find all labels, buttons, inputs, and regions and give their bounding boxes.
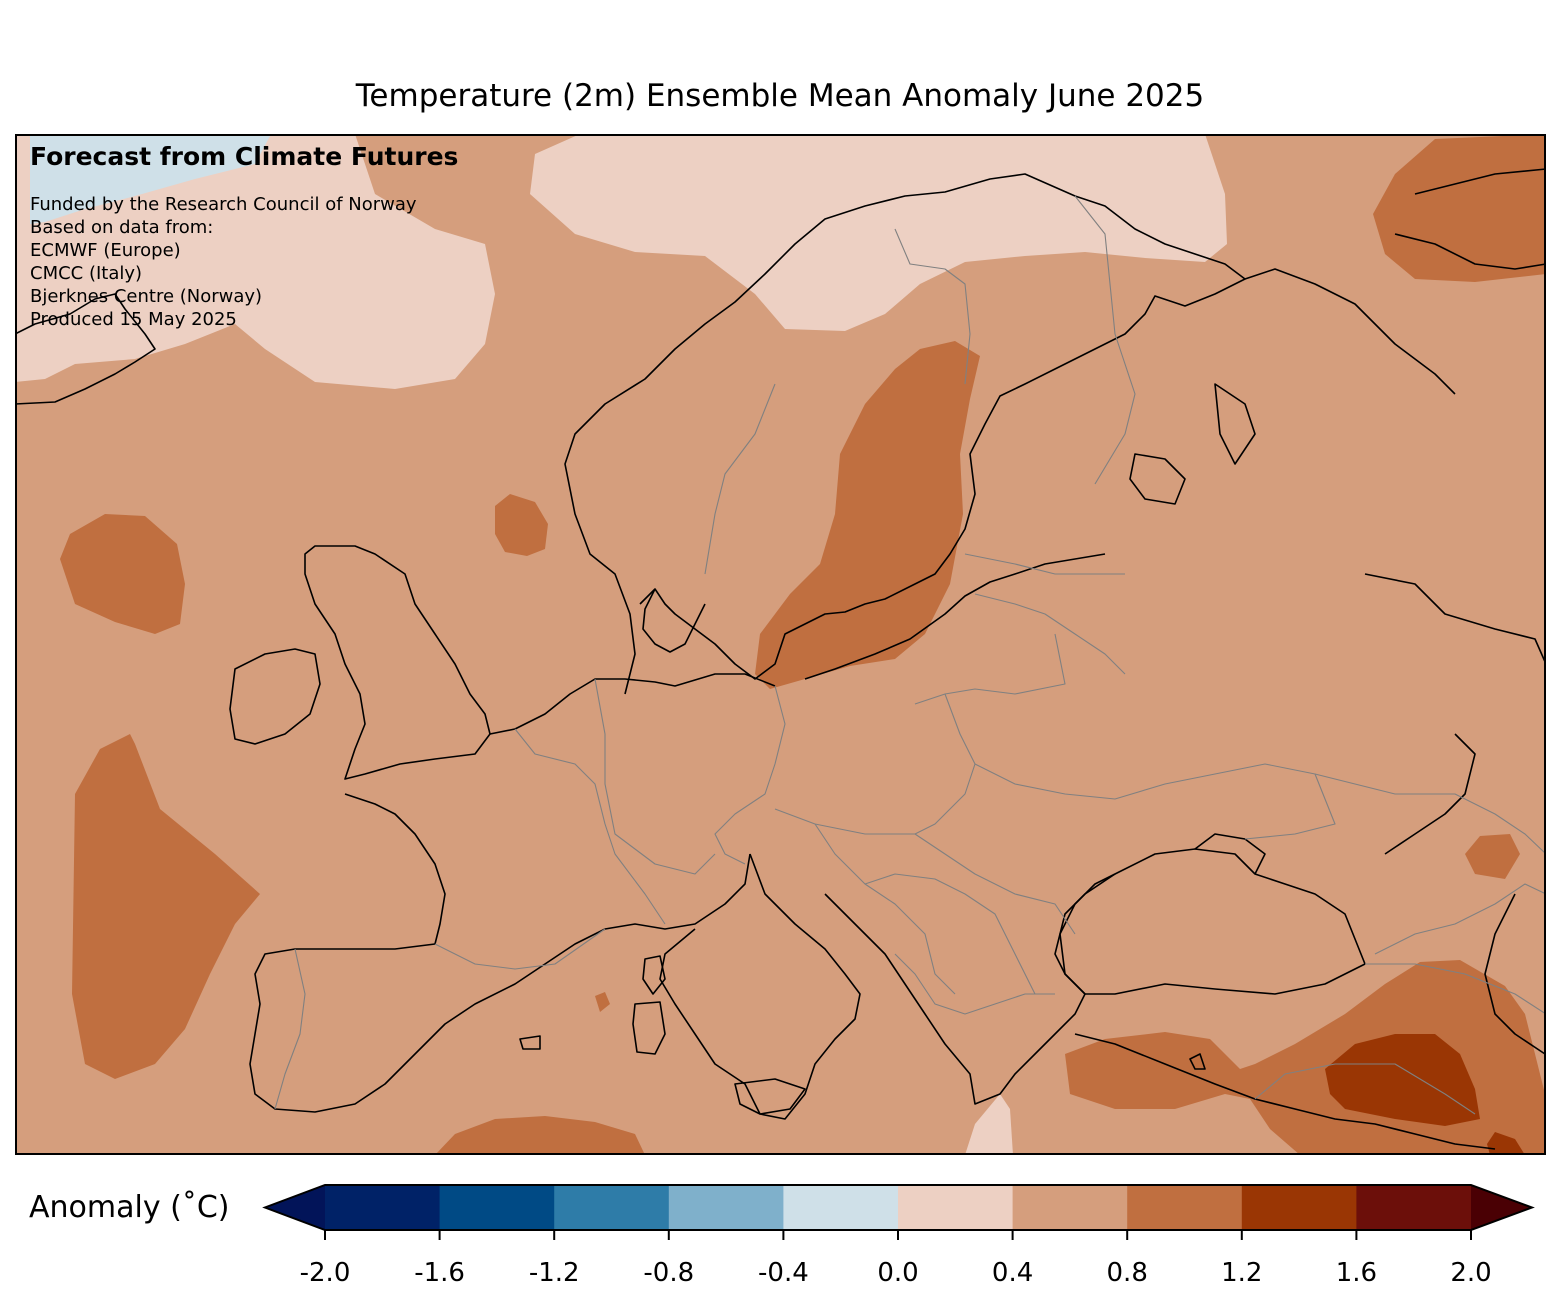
coast-iceland — [15, 293, 156, 405]
colorbar-tick-label: -2.0 — [300, 1258, 351, 1288]
colorbar-tick-labels: -2.0 -1.6 -1.2 -0.8 -0.4 0.0 0.4 0.8 1.2 1.6 2.0 — [300, 1258, 1492, 1288]
credit-lines: Funded by the Research Council of Norway… — [30, 193, 458, 331]
coast-sicily — [734, 1078, 806, 1115]
coast-italy — [659, 853, 861, 1120]
anomaly-warm-scandinavia — [755, 341, 980, 689]
colorbar-tick-label: 1.2 — [1221, 1258, 1262, 1288]
credit-heading: Forecast from Climate Futures — [30, 142, 459, 171]
colorbar-tick-label: 1.6 — [1336, 1258, 1377, 1288]
colorbar-outline — [262, 1184, 1535, 1231]
colorbar-tick-label: 0.4 — [992, 1258, 1033, 1288]
credit-line: CMCC (Italy) — [30, 263, 143, 284]
coast-ireland — [229, 648, 321, 745]
colorbar-tick-label: -1.6 — [414, 1258, 465, 1288]
anomaly-warm-atlantic-west — [72, 734, 260, 1079]
colorbar-tick-label: -1.2 — [529, 1258, 580, 1288]
colorbar-tick-label: 0.0 — [877, 1258, 918, 1288]
credit-line: Produced 15 May 2025 — [30, 309, 237, 330]
coast-britain — [304, 545, 491, 780]
coast-rivers-east — [1364, 573, 1546, 855]
colorbar-segment — [668, 1185, 784, 1230]
colorbar-tick-label: -0.8 — [643, 1258, 694, 1288]
anomaly-hot-southeast-corner — [1487, 1132, 1525, 1155]
colorbar-tick-label: 2.0 — [1450, 1258, 1491, 1288]
coast-novaya — [1414, 168, 1546, 195]
map-title: Temperature (2m) Ensemble Mean Anomaly J… — [355, 78, 1205, 114]
credit-block: Forecast from Climate Futures Funded by … — [30, 142, 458, 331]
colorbar-segment — [439, 1185, 555, 1230]
colorbar-extend-high — [1471, 1185, 1532, 1230]
credit-line: Bjerknes Centre (Norway) — [30, 286, 263, 307]
coast-lake-ladoga — [1129, 453, 1186, 505]
coastlines — [15, 168, 1546, 1150]
coast-scandinavia — [564, 173, 1246, 695]
anomaly-warm-mediterranean — [595, 992, 610, 1012]
coast-baltic-east — [804, 553, 1106, 680]
anomaly-warm-northeast — [1373, 134, 1546, 282]
colorbar-segment — [783, 1185, 899, 1230]
coast-europe-west — [249, 673, 776, 1113]
anomaly-map — [15, 134, 1546, 1155]
coast-russia-north — [1244, 233, 1546, 395]
credit-line: Based on data from: — [30, 217, 214, 238]
colorbar-tick-label: -0.4 — [758, 1258, 809, 1288]
colorbar-segments — [265, 1185, 1532, 1230]
colorbar-segment — [1127, 1185, 1243, 1230]
anomaly-hot-turkey-east — [1325, 1034, 1480, 1126]
coast-lake-onega — [1214, 383, 1256, 465]
colorbar-extend-low — [265, 1185, 325, 1230]
coast-black-sea — [1059, 848, 1366, 995]
coast-turkey-south — [1074, 1033, 1496, 1150]
colorbar-segment — [1356, 1185, 1472, 1230]
colorbar-ticks — [324, 1230, 1472, 1240]
anomaly-light-north — [15, 134, 1227, 389]
colorbar-segment — [1241, 1185, 1357, 1230]
anomaly-pale-blue-nw — [30, 136, 270, 224]
anomaly-warm-north-sea — [495, 494, 548, 556]
credit-line: ECMWF (Europe) — [30, 240, 181, 261]
coast-mediterranean-islands — [519, 1035, 1206, 1070]
colorbar: -2.0 -1.6 -1.2 -0.8 -0.4 0.0 0.4 0.8 1.2 1.6 2.0 — [262, 1184, 1535, 1288]
coast-corsica — [642, 955, 666, 995]
coast-caspian — [1484, 893, 1546, 1055]
coast-balkans — [824, 873, 1116, 1105]
anomaly-warm-caucasus — [1465, 834, 1520, 879]
anomaly-warm-atlantic-north — [60, 514, 185, 634]
anomaly-light-south — [965, 1094, 1013, 1155]
colorbar-segment — [325, 1185, 441, 1230]
coast-denmark — [642, 588, 706, 653]
coast-sardinia — [632, 1001, 666, 1055]
colorbar-segment — [1012, 1185, 1128, 1230]
colorbar-segment — [554, 1185, 670, 1230]
colorbar-label: Anomaly (˚C) — [29, 1190, 230, 1225]
anomaly-warm-tyrrhenian — [435, 1116, 645, 1155]
credit-line: Funded by the Research Council of Norway — [30, 194, 417, 215]
colorbar-segment — [898, 1185, 1014, 1230]
colorbar-tick-label: 0.8 — [1107, 1258, 1148, 1288]
national-borders — [274, 195, 1546, 1115]
